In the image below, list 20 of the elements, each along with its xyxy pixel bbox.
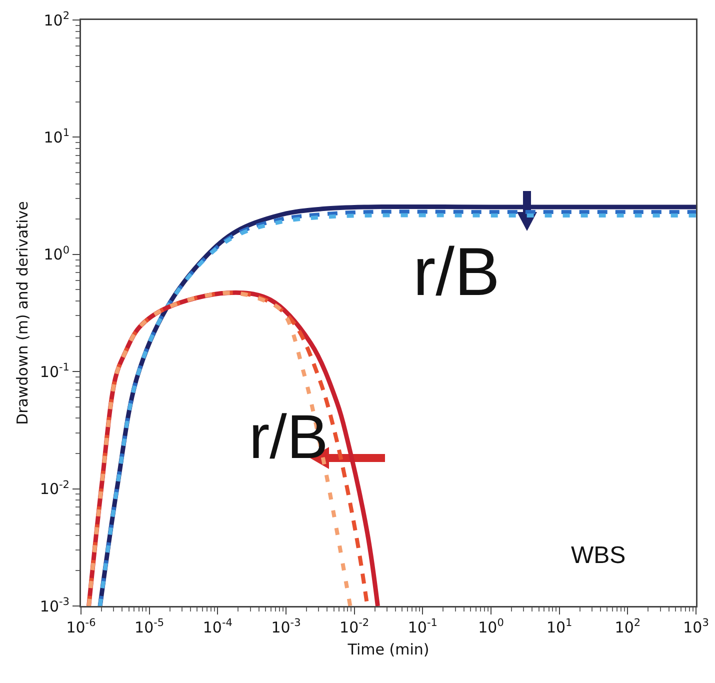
y-tick-label: 10$^{-1}$ (40, 362, 70, 381)
y-axis-title: Drawdown (m) and derivative (13, 201, 32, 425)
x-tick-label: 10$^{2}$ (614, 617, 641, 636)
annotation: r/B (413, 234, 500, 310)
x-tick-label: 10$^{-6}$ (66, 617, 96, 636)
x-tick-label: 10$^{-4}$ (202, 617, 233, 636)
annotation: WBS (571, 542, 626, 569)
x-tick-label: 10$^{3}$ (683, 617, 709, 636)
y-tick-label: 10$^{-3}$ (40, 596, 70, 616)
x-tick-label: 10$^{0}$ (478, 617, 504, 636)
x-tick-label: 10$^{1}$ (546, 617, 572, 636)
y-tick-label: 10$^{0}$ (44, 244, 70, 264)
x-tick-label: 10$^{-3}$ (271, 617, 301, 636)
x-tick-label: 10$^{-1}$ (408, 617, 438, 636)
y-tick-label: 10$^{1}$ (44, 127, 70, 146)
y-tick-label: 10$^{2}$ (44, 10, 70, 30)
x-tick-label: 10$^{-2}$ (340, 617, 370, 636)
x-axis-title: Time (min) (346, 640, 430, 658)
x-tick-label: 10$^{-5}$ (134, 617, 164, 636)
y-tick-label: 10$^{-2}$ (40, 478, 70, 498)
